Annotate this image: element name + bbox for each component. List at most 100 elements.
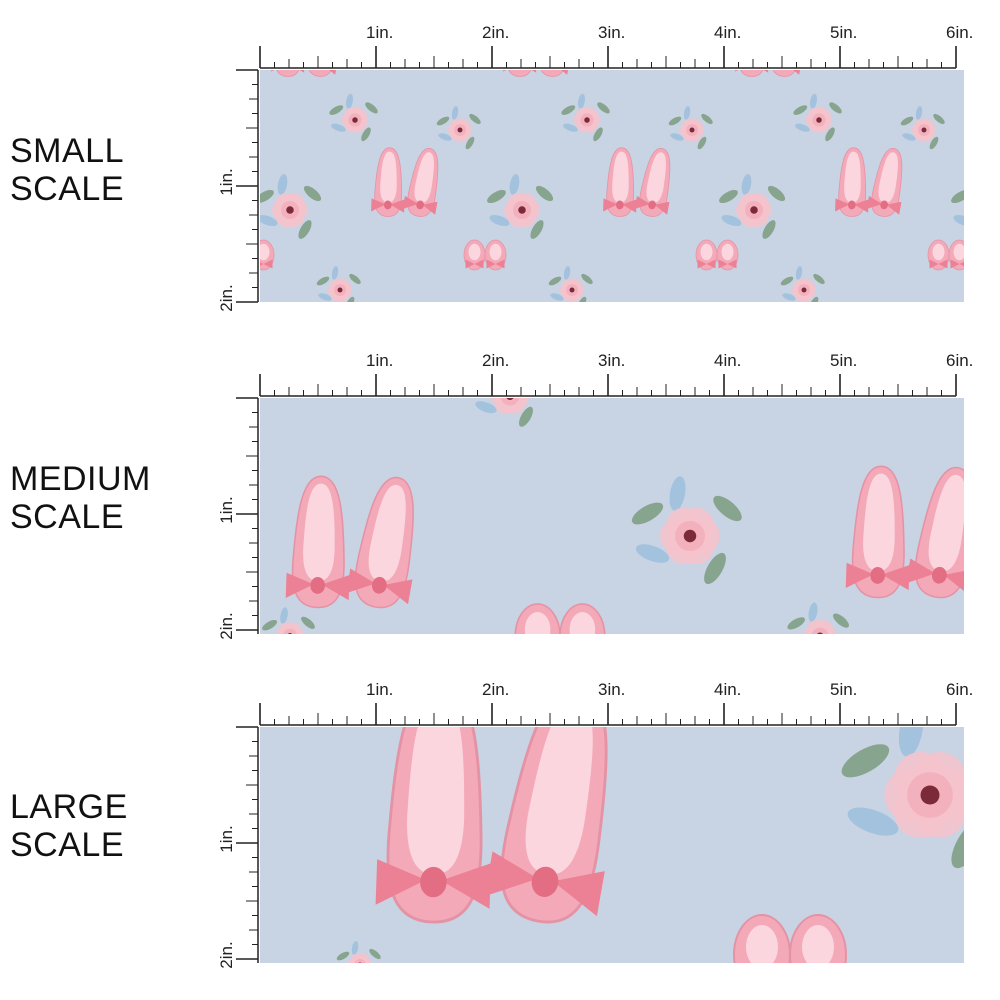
flower-center: [457, 127, 463, 133]
petal: [359, 962, 366, 963]
shoe-insole: [928, 474, 964, 572]
leaf: [99, 266, 107, 281]
shoe: [307, 70, 339, 77]
ruler-side-label: 1in.: [217, 825, 236, 852]
leaf: [793, 105, 808, 115]
shoe-body: [506, 70, 535, 77]
bow-left: [375, 859, 426, 905]
petal: [968, 200, 989, 221]
small-shoe-bow: [697, 259, 716, 269]
shoe-body: [42, 10, 71, 77]
shoe: [375, 727, 492, 924]
leaf: [438, 133, 452, 141]
flower-motif: [262, 607, 315, 634]
leaf: [21, 187, 44, 205]
petal: [972, 193, 993, 214]
flower-center: [801, 287, 807, 293]
small-shoe-insole: [721, 243, 734, 261]
small-shoe-bow: [738, 967, 786, 985]
leaf: [329, 105, 344, 115]
flower-inner: [404, 14, 416, 26]
flower-motif: [719, 174, 786, 239]
petal: [406, 17, 420, 31]
leaf: [813, 273, 825, 285]
petal: [219, 127, 233, 141]
petal: [288, 632, 298, 634]
bow-right: [422, 201, 438, 215]
leaf: [741, 174, 752, 195]
medium-scale-label-line2: SCALE: [10, 498, 124, 536]
ruler-side-label: 1in.: [217, 496, 236, 523]
petal: [226, 123, 240, 137]
shoe: [484, 727, 608, 924]
leaf: [345, 93, 354, 109]
bow-right: [383, 579, 413, 605]
leaf: [522, 368, 545, 390]
small-shoe-bow: [563, 646, 601, 656]
shoe-insole: [148, 151, 166, 203]
shoe: [285, 475, 350, 609]
small-shoe-motif: [733, 914, 847, 985]
fabric-print: [21, 10, 1000, 310]
petal: [499, 398, 513, 401]
small-shoe-insole: [237, 244, 249, 261]
ruler: 1in. 2in. 3in. 4in. 5in. 6in. 1in. 2in.: [217, 351, 973, 640]
shoe: [539, 11, 571, 77]
ruler-top-label: 5in.: [830, 680, 857, 699]
small-shoe-insole: [953, 243, 964, 261]
petal: [169, 17, 183, 31]
bow-right: [554, 70, 570, 75]
leaf: [262, 619, 278, 631]
flower-center: [408, 18, 413, 23]
shoe: [967, 10, 1000, 77]
flower-motif: [329, 93, 378, 142]
flower-center: [337, 287, 343, 293]
shoe-insole: [544, 11, 569, 64]
ruler-top-label: 1in.: [366, 680, 393, 699]
small-shoe-insole: [524, 612, 551, 634]
shoe-body: [142, 147, 171, 217]
flower-motif: [951, 189, 993, 227]
small-shoe-insole: [489, 243, 502, 261]
petal: [354, 962, 361, 963]
ruler-top-label: 5in.: [830, 23, 857, 42]
leaf: [465, 136, 475, 150]
leaf: [112, 295, 124, 310]
leaf: [900, 116, 914, 126]
petal: [398, 13, 412, 27]
leaf: [915, 106, 923, 120]
shoe-insole: [48, 11, 66, 63]
leaf: [96, 103, 113, 116]
shoe-insole: [512, 11, 530, 63]
flower-motif: [153, 10, 200, 41]
small-scale-label-line2: SCALE: [10, 170, 124, 208]
shoe-insole: [612, 151, 629, 203]
leaf: [795, 123, 810, 132]
shoe: [735, 70, 769, 77]
small-shoe-motif: [237, 239, 275, 271]
ruler-side-label: 2in.: [217, 284, 236, 311]
small-shoe-insole: [569, 612, 596, 634]
flower-motif: [548, 266, 593, 302]
flower-inner: [283, 628, 297, 634]
petal: [40, 200, 61, 221]
ruler-top-label: 4in.: [714, 23, 741, 42]
ruler-top-label: 5in.: [830, 351, 857, 370]
leaf: [668, 116, 682, 126]
small-shoe-bow: [260, 259, 273, 269]
flower-center: [584, 117, 590, 123]
petal: [104, 279, 118, 293]
shoe-pair-motif: [39, 10, 114, 79]
shoe-insole: [844, 151, 861, 203]
leaf: [418, 10, 433, 16]
flower-center: [358, 962, 362, 963]
leaf: [788, 639, 809, 654]
flower-inner: [222, 124, 234, 136]
leaf: [563, 266, 571, 280]
petal: [872, 13, 886, 27]
bow-knot: [870, 567, 886, 584]
leaf: [186, 10, 201, 16]
shoe-insole: [407, 727, 465, 875]
leaf: [563, 123, 578, 132]
fabric-print: [262, 368, 964, 656]
